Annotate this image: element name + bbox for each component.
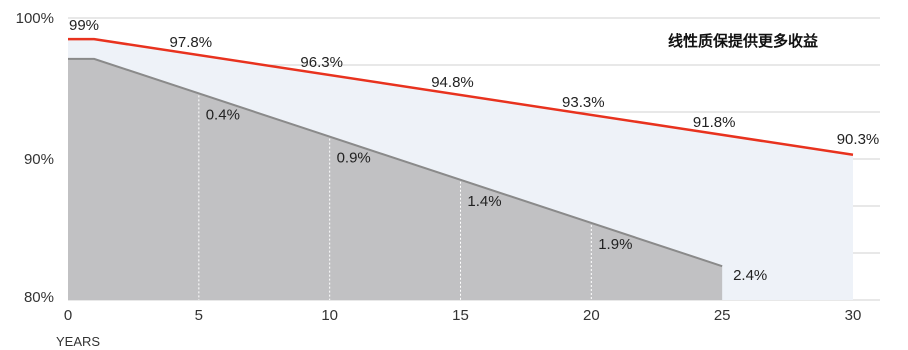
data-label-standard: 0.4% — [206, 106, 240, 123]
data-label-linear: 94.8% — [431, 74, 474, 91]
y-tick-label: 100% — [16, 10, 54, 27]
chart-ticks: 0 5 10 15 20 25 30 80% 90% 100% — [16, 10, 862, 324]
data-label-standard: 2.4% — [733, 267, 767, 284]
chart-data-labels: 99% 97.8% 96.3% 94.8% 93.3% 91.8% 90.3% 0.4% 0.9… — [69, 17, 879, 284]
data-label-linear: 90.3% — [837, 131, 880, 148]
x-tick-label: 5 — [195, 307, 203, 324]
y-tick-label: 80% — [24, 289, 54, 306]
data-label-linear: 97.8% — [170, 34, 213, 51]
chart-year-markers — [198, 95, 592, 300]
data-label-linear: 91.8% — [693, 114, 736, 131]
chart-title: 线性质保提供更多收益 — [668, 32, 818, 50]
x-tick-label: 10 — [321, 307, 338, 324]
data-label-standard: 1.4% — [467, 193, 501, 210]
series-line-linear — [68, 37, 854, 157]
x-tick-label: 15 — [452, 307, 469, 324]
data-label-linear: 99% — [69, 17, 99, 34]
x-tick-label: 30 — [845, 307, 862, 324]
x-tick-label: 0 — [64, 307, 72, 324]
chart-areas — [68, 39, 853, 301]
data-label-linear: 93.3% — [562, 94, 605, 111]
series-line-standard — [68, 57, 723, 268]
area-standard-warranty — [68, 58, 723, 300]
data-label-standard: 0.9% — [337, 150, 371, 167]
y-tick-label: 90% — [24, 151, 54, 168]
chart-lines — [68, 37, 854, 268]
x-tick-label: 25 — [714, 307, 731, 324]
data-label-linear: 96.3% — [300, 54, 343, 71]
data-label-standard: 1.9% — [598, 236, 632, 253]
x-axis-label: YEARS — [56, 334, 100, 349]
x-tick-label: 20 — [583, 307, 600, 324]
